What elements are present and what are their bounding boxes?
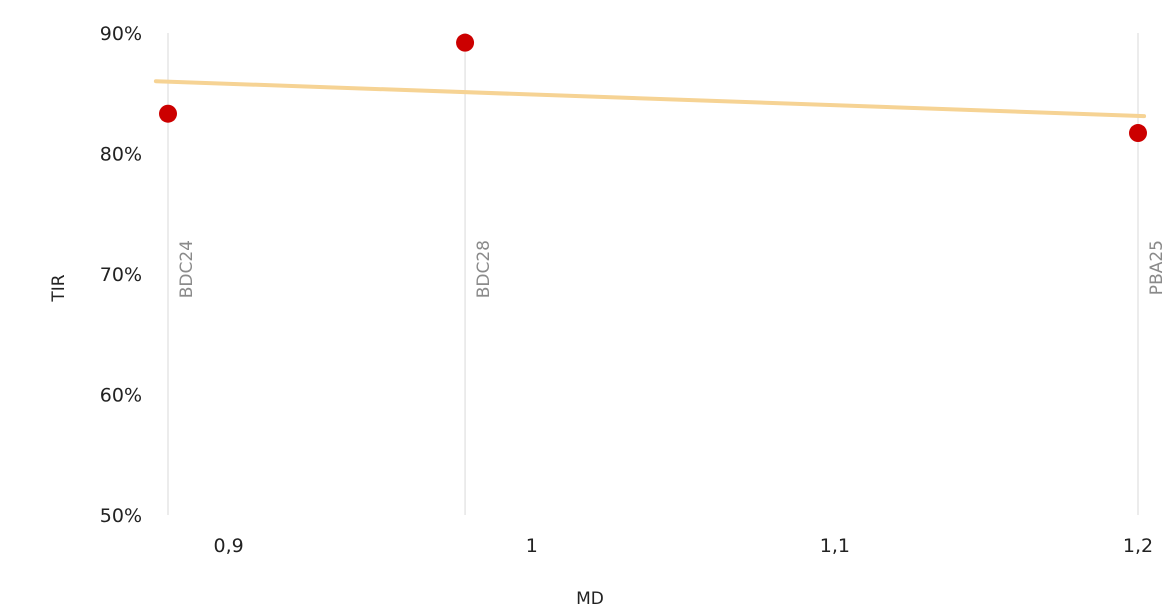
point-label: BDC28 [474, 240, 494, 298]
x-tick-label: 0,9 [214, 535, 244, 557]
data-points [159, 33, 1147, 143]
x-axis-ticks: 0,9 1 1,1 1,2 [214, 535, 1154, 557]
trendline [153, 79, 1147, 119]
x-tick-label: 1 [526, 535, 538, 557]
y-tick-label: 90% [100, 23, 142, 45]
x-tick-label: 1,2 [1123, 535, 1153, 557]
point-labels: BDC24 BDC28 PBA25 [177, 240, 1167, 298]
x-tick-label: 1,1 [820, 535, 850, 557]
y-tick-label: 50% [100, 505, 142, 527]
y-tick-label: 70% [100, 264, 142, 286]
y-tick-label: 60% [100, 385, 142, 407]
point-label: BDC24 [177, 240, 197, 298]
point-label: PBA25 [1147, 240, 1167, 295]
data-point [1129, 124, 1147, 143]
y-axis-ticks: 50% 60% 70% 80% 90% [100, 23, 142, 527]
data-point [159, 104, 177, 123]
data-point [456, 33, 475, 52]
y-tick-label: 80% [100, 144, 142, 166]
y-axis-title: TIR [49, 274, 69, 302]
point-guides [167, 33, 1139, 515]
x-axis-title: MD [576, 589, 604, 609]
